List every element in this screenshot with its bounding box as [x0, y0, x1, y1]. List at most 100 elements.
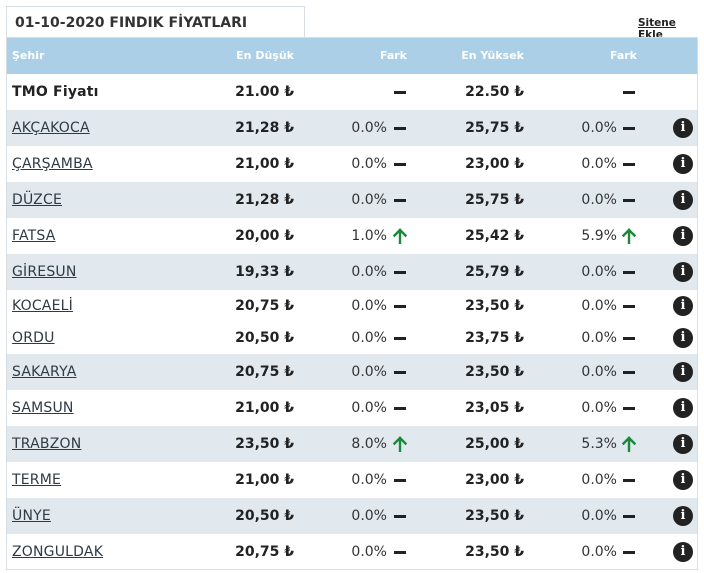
info-icon[interactable]: i: [673, 328, 693, 348]
max-price: 23,00 ₺: [465, 472, 524, 488]
max-price: 23,50 ₺: [465, 508, 524, 524]
city-link[interactable]: TRABZON: [12, 436, 82, 452]
dash-icon: [623, 126, 635, 130]
max-price: 25,00 ₺: [465, 436, 524, 452]
city-link[interactable]: TERME: [12, 472, 62, 488]
arrow-up-icon: [393, 228, 407, 244]
table-row: TMO Fiyatı 21.00 ₺ 22.50 ₺: [7, 74, 697, 110]
col-header-diff-high: Fark: [609, 49, 637, 62]
min-diff-percent: 0.0%: [351, 330, 387, 346]
max-diff-percent: 0.0%: [581, 298, 617, 314]
table-row: KOCAELİ 20,75 ₺ 0.0% 23,50 ₺ 0.0% i: [7, 290, 697, 322]
arrow-up-icon: [622, 228, 636, 244]
min-price: 19,33 ₺: [235, 264, 294, 280]
dash-icon: [623, 514, 635, 518]
max-diff-percent: 0.0%: [581, 400, 617, 416]
info-icon[interactable]: i: [673, 470, 693, 490]
info-icon[interactable]: i: [673, 118, 693, 138]
city-link[interactable]: SAMSUN: [12, 400, 74, 416]
col-header-low: En Düşük: [236, 49, 294, 62]
dash-icon: [394, 90, 406, 94]
dash-icon: [623, 270, 635, 274]
dash-icon: [394, 304, 406, 308]
city-link[interactable]: GİRESUN: [12, 264, 77, 280]
table-row: TERME 21,00 ₺ 0.0% 23,00 ₺ 0.0% i: [7, 462, 697, 498]
table-row: ZONGULDAK 20,75 ₺ 0.0% 23,50 ₺ 0.0% i: [7, 534, 697, 570]
info-icon[interactable]: i: [673, 154, 693, 174]
info-icon[interactable]: i: [673, 296, 693, 316]
max-diff-percent: 0.0%: [581, 472, 617, 488]
max-diff-percent: 0.0%: [581, 192, 617, 208]
min-diff-percent: 0.0%: [351, 508, 387, 524]
info-icon[interactable]: i: [673, 542, 693, 562]
city-link[interactable]: DÜZCE: [12, 192, 62, 208]
min-diff-percent: 0.0%: [351, 364, 387, 380]
min-price: 20,75 ₺: [235, 364, 294, 380]
max-price: 25,75 ₺: [465, 120, 524, 136]
max-diff-percent: 0.0%: [581, 508, 617, 524]
min-diff-percent: 0.0%: [351, 192, 387, 208]
dash-icon: [394, 370, 406, 374]
dash-icon: [623, 162, 635, 166]
city-link[interactable]: ÇARŞAMBA: [12, 156, 93, 172]
table-row: ÇARŞAMBA 21,00 ₺ 0.0% 23,00 ₺ 0.0% i: [7, 146, 697, 182]
city-link[interactable]: FATSA: [12, 228, 56, 244]
col-header-diff-low: Fark: [379, 49, 407, 62]
max-price: 25,42 ₺: [465, 228, 524, 244]
city-link[interactable]: KOCAELİ: [12, 298, 73, 314]
max-diff-percent: 0.0%: [581, 156, 617, 172]
table-row: GİRESUN 19,33 ₺ 0.0% 25,79 ₺ 0.0% i: [7, 254, 697, 290]
min-diff-percent: 0.0%: [351, 156, 387, 172]
max-price: 23,50 ₺: [465, 298, 524, 314]
dash-icon: [394, 514, 406, 518]
info-icon[interactable]: i: [673, 506, 693, 526]
max-diff-percent: 5.9%: [581, 228, 617, 244]
min-price: 21,00 ₺: [235, 400, 294, 416]
table-row: AKÇAKOCA 21,28 ₺ 0.0% 25,75 ₺ 0.0% i: [7, 110, 697, 146]
max-price: 25,75 ₺: [465, 192, 524, 208]
info-icon[interactable]: i: [673, 226, 693, 246]
dash-icon: [623, 90, 635, 94]
dash-icon: [623, 406, 635, 410]
price-table: Şehir En Düşük Fark En Yüksek Fark TMO F…: [6, 37, 698, 570]
col-header-high: En Yüksek: [461, 49, 524, 62]
min-diff-percent: 1.0%: [351, 228, 387, 244]
min-price: 20,75 ₺: [235, 544, 294, 560]
min-diff-percent: 0.0%: [351, 544, 387, 560]
dash-icon: [394, 550, 406, 554]
arrow-up-icon: [622, 436, 636, 452]
info-icon[interactable]: i: [673, 398, 693, 418]
min-diff-percent: 0.0%: [351, 264, 387, 280]
dash-icon: [394, 162, 406, 166]
dash-icon: [394, 270, 406, 274]
max-price: 23,00 ₺: [465, 156, 524, 172]
page-title: 01-10-2020 FINDIK FİYATLARI: [6, 6, 305, 38]
city-link[interactable]: SAKARYA: [12, 364, 77, 380]
dash-icon: [623, 478, 635, 482]
min-price: 21.00 ₺: [235, 84, 294, 100]
min-diff-percent: 0.0%: [351, 400, 387, 416]
info-icon[interactable]: i: [673, 190, 693, 210]
info-icon[interactable]: i: [673, 434, 693, 454]
min-diff-percent: 0.0%: [351, 120, 387, 136]
info-icon[interactable]: i: [673, 262, 693, 282]
max-diff-percent: 0.0%: [581, 264, 617, 280]
city-link[interactable]: ORDU: [12, 330, 55, 346]
dash-icon: [623, 550, 635, 554]
table-row: SAMSUN 21,00 ₺ 0.0% 23,05 ₺ 0.0% i: [7, 390, 697, 426]
max-price: 22.50 ₺: [465, 84, 524, 100]
table-row: SAKARYA 20,75 ₺ 0.0% 23,50 ₺ 0.0% i: [7, 354, 697, 390]
dash-icon: [623, 198, 635, 202]
city-link[interactable]: ÜNYE: [12, 508, 51, 524]
max-price: 23,75 ₺: [465, 330, 524, 346]
info-icon[interactable]: i: [673, 362, 693, 382]
min-price: 20,75 ₺: [235, 298, 294, 314]
dash-icon: [623, 370, 635, 374]
city-link[interactable]: ZONGULDAK: [12, 544, 104, 560]
min-price: 20,00 ₺: [235, 228, 294, 244]
min-price: 23,50 ₺: [235, 436, 294, 452]
max-diff-percent: 5.3%: [581, 436, 617, 452]
dash-icon: [394, 336, 406, 340]
max-diff-percent: 0.0%: [581, 544, 617, 560]
city-link[interactable]: AKÇAKOCA: [12, 120, 90, 136]
